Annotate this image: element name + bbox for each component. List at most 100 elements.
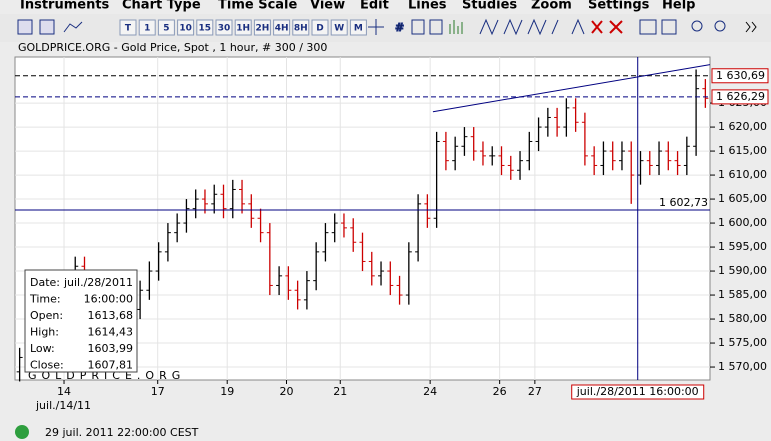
x-tick-label: 24 <box>423 385 437 398</box>
y-tick-label: 1 610,00 <box>718 168 767 181</box>
timeframe-button[interactable] <box>119 19 137 36</box>
y-tick-label: 1 615,00 <box>718 144 767 157</box>
x-tick-label: 17 <box>151 385 165 398</box>
tool-icon[interactable] <box>39 19 55 35</box>
x-tick-label: 21 <box>333 385 347 398</box>
timeframe-button[interactable] <box>177 19 195 36</box>
tool-icon[interactable] <box>661 19 677 35</box>
tool-icon[interactable] <box>63 21 83 33</box>
timeframe-label: 1 <box>144 24 150 34</box>
timeframe-button[interactable] <box>234 19 252 36</box>
info-value: 1614,43 <box>88 326 134 339</box>
toolbar-bg <box>0 14 771 42</box>
timeframe-button[interactable] <box>330 19 348 36</box>
timeframe-label: 2H <box>256 24 270 34</box>
timeframe-label: T <box>125 24 132 34</box>
status-bar <box>0 420 771 441</box>
info-value: 1613,68 <box>88 309 134 322</box>
y-tick-label: 1 570,00 <box>718 360 767 373</box>
tool-icon[interactable] <box>714 20 726 32</box>
info-label: High: <box>30 326 59 339</box>
cursor-label-box <box>571 384 705 400</box>
tool-icon[interactable] <box>591 20 603 34</box>
timeframe-label: M <box>354 24 363 34</box>
timeframe-button[interactable] <box>215 19 233 36</box>
menu-item[interactable]: Instruments <box>20 0 110 13</box>
timeframe-button[interactable] <box>292 19 310 36</box>
info-label: Close: <box>30 359 64 372</box>
timeframe-button[interactable] <box>196 19 214 36</box>
menu-item[interactable]: Time Scale <box>218 0 298 13</box>
info-label: Time: <box>29 293 61 306</box>
tool-icon[interactable] <box>17 19 33 35</box>
tool-icon[interactable] <box>368 19 384 35</box>
timeframe-button[interactable] <box>138 19 156 36</box>
status-text: 29 juil. 2011 22:00:00 CEST <box>45 426 199 439</box>
info-value: juil./28/2011 <box>63 276 133 289</box>
menu-item[interactable]: Studies <box>462 0 517 13</box>
x-sublabel: juil./14/11 <box>35 399 91 412</box>
tool-icon[interactable] <box>429 19 443 35</box>
menu-item[interactable]: Help <box>662 0 695 13</box>
info-label: Date: <box>30 276 60 289</box>
tool-icon[interactable] <box>745 21 757 33</box>
timeframe-label: 5 <box>163 24 169 34</box>
timeframe-label: 30 <box>218 24 231 34</box>
toolbar-icons: # <box>17 18 757 36</box>
tool-icon[interactable]: # <box>395 21 405 35</box>
level-label: 1 630,69 <box>716 69 765 82</box>
timeframe-button[interactable] <box>349 19 367 36</box>
tool-icon[interactable] <box>639 19 657 35</box>
timeframe-label: 1H <box>236 24 250 34</box>
info-value: 1603,99 <box>88 342 134 355</box>
timeframe-label: 8H <box>294 24 308 34</box>
x-tick-label: 14 <box>57 385 71 398</box>
info-value: 1607,81 <box>88 359 134 372</box>
y-tick-label: 1 590,00 <box>718 264 767 277</box>
info-box <box>24 269 138 373</box>
menu-item[interactable]: Zoom <box>531 0 572 13</box>
y-tick-label: 1 595,00 <box>718 240 767 253</box>
trend-line <box>432 64 711 113</box>
y-tick-label: 1 575,00 <box>718 336 767 349</box>
tool-icon[interactable] <box>571 18 585 35</box>
x-tick-label: 19 <box>220 385 234 398</box>
y-tick-label: 1 580,00 <box>718 312 767 325</box>
timeframe-button[interactable] <box>157 19 175 36</box>
timeframe-label: 10 <box>179 24 192 34</box>
info-value: 16:00:00 <box>84 293 133 306</box>
info-label: Open: <box>30 309 63 322</box>
level-label-box <box>711 68 769 84</box>
menu-item[interactable]: Lines <box>408 0 447 13</box>
cursor-label: juil./28/2011 16:00:00 <box>576 385 699 398</box>
timeframe-label: D <box>316 24 323 34</box>
timeframe-button[interactable] <box>273 19 291 36</box>
x-tick-label: 26 <box>493 385 507 398</box>
timeframe-button[interactable] <box>311 19 329 36</box>
timeframe-label: 15 <box>199 24 212 34</box>
y-tick-label: 1 605,00 <box>718 192 767 205</box>
y-tick-label: 1 600,00 <box>718 216 767 229</box>
menu-item[interactable]: Edit <box>360 0 389 13</box>
level-label: 1 602,73 <box>659 196 708 209</box>
tool-icon[interactable] <box>479 18 559 36</box>
timeframe-button[interactable] <box>253 19 271 36</box>
level-label-box <box>711 89 769 105</box>
chart-title: GOLDPRICE.ORG - Gold Price, Spot , 1 hou… <box>18 41 327 54</box>
info-label: Low: <box>30 342 55 355</box>
menu-item[interactable]: Settings <box>588 0 650 13</box>
tool-icon[interactable] <box>411 19 425 35</box>
status-icon <box>15 425 29 439</box>
tool-icon[interactable] <box>449 20 463 34</box>
timeframe-label: W <box>334 24 344 34</box>
timeframe-label: 4H <box>275 24 289 34</box>
menu-item[interactable]: View <box>310 0 345 13</box>
y-tick-label: 1 620,00 <box>718 120 767 133</box>
y-tick-label: 1 585,00 <box>718 288 767 301</box>
tool-icon[interactable] <box>609 20 623 34</box>
x-tick-label: 27 <box>528 385 542 398</box>
menu-item[interactable]: Chart Type <box>122 0 201 13</box>
tool-icon[interactable] <box>691 20 703 32</box>
level-label: 1 626,29 <box>716 90 765 103</box>
